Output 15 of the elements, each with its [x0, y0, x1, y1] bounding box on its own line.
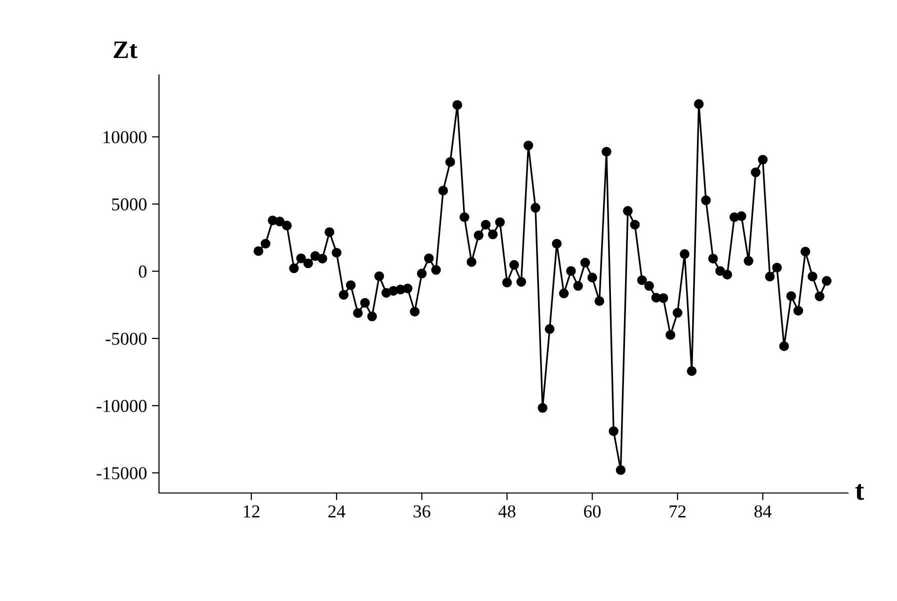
- y-axis-title: Zt: [114, 42, 138, 58]
- x-tick-label: 36: [414, 505, 430, 518]
- x-tick-label: 84: [754, 505, 772, 518]
- x-tick-label: 72: [670, 505, 686, 518]
- x-axis-title: t: [855, 484, 864, 500]
- y-tick-label: 10000: [104, 131, 147, 144]
- x-tick-label: 60: [584, 505, 601, 518]
- y-tick-label: 0: [138, 265, 147, 278]
- y-tick-label: -15000: [96, 467, 147, 480]
- x-tick-label: 24: [328, 505, 346, 518]
- y-tick-label: -10000: [96, 400, 147, 412]
- y-tick-label: 5000: [112, 198, 147, 210]
- x-tick-label: 48: [498, 505, 516, 518]
- x-tick-label: 12: [244, 505, 260, 518]
- y-tick-label: -5000: [106, 332, 147, 345]
